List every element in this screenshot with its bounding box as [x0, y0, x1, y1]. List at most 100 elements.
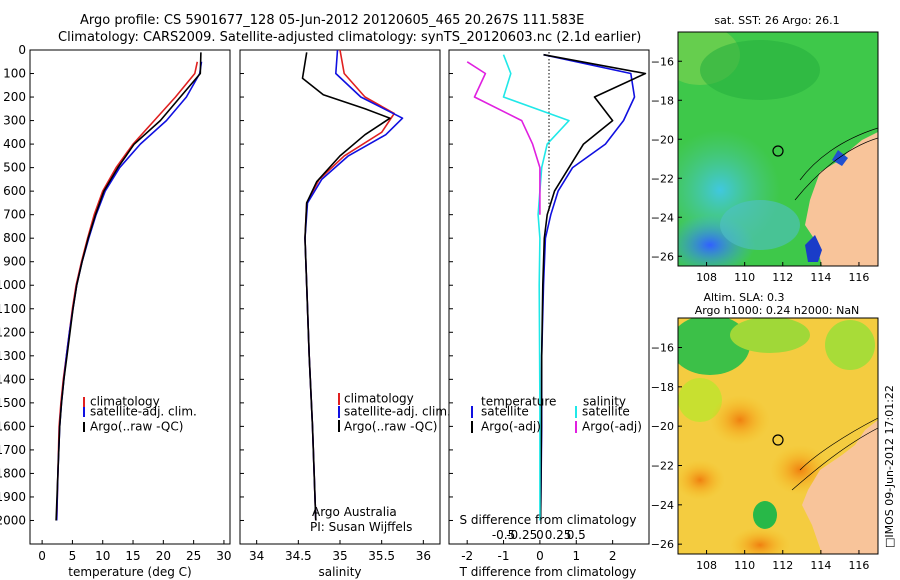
s-tick-label: 0.5: [567, 528, 586, 542]
depth-tick-label: 300: [3, 114, 26, 128]
map-y-tick-label: −24: [651, 211, 674, 224]
depth-tick-label: 200: [3, 90, 26, 104]
x-tick-label: 2: [609, 549, 617, 563]
difference-panel: -2 -1 0 1 2-0.5-0.250 0.250.5 S difference fr…: [448, 49, 650, 579]
salinity-legend-climatology: climatology: [344, 392, 414, 406]
series-satellite-adj-clim-: [304, 49, 404, 521]
depth-tick-label: 400: [3, 137, 26, 151]
legend-temp-satellite: satellite: [481, 405, 529, 419]
depth-tick-label: 900: [3, 255, 26, 269]
x-tick-label: 1: [572, 549, 580, 563]
temperature-legend-argo: Argo(..raw -QC): [90, 420, 183, 434]
sla-map: Altim. SLA: 0.3 Argo h1000: 0.24 h2000: …: [651, 291, 879, 572]
temperature-panel: 0 5 10 15 20 25 30 temperature (deg C) climato…: [29, 49, 232, 579]
s-tick-label: 0: [536, 528, 544, 542]
depth-axis: 0 100 200 300 400 500 600 700 800 900 1000 1100 1200…: [0, 43, 26, 527]
map-x-tick-label: 110: [734, 559, 755, 572]
sst-map-title: sat. SST: 26 Argo: 26.1: [714, 14, 839, 27]
difference-legend: temperature satellite Argo(-adj) salinit…: [471, 395, 642, 434]
x-tick-label: 36: [416, 549, 431, 563]
sla-map-title-1: Altim. SLA: 0.3: [703, 291, 784, 304]
series-climatology: [55, 61, 199, 521]
legend-temp-argo: Argo(-adj): [481, 420, 541, 434]
map-y-tick-label: −18: [651, 381, 674, 394]
s-diff-xlabel: S difference from climatology: [460, 513, 637, 527]
legend-temperature-title: temperature: [481, 395, 556, 409]
x-tick-label: 30: [216, 549, 231, 563]
temperature-legend: climatology satellite-adj. clim. Argo(..…: [83, 395, 197, 434]
map-x-tick-label: 116: [848, 559, 869, 572]
map-y-tick-label: −18: [651, 94, 674, 107]
x-tick-label: 25: [186, 549, 201, 563]
x-tick-label: 35: [332, 549, 347, 563]
s-tick-label: 0.25: [545, 528, 572, 542]
salinity-xlabel: salinity: [318, 565, 361, 579]
map-y-tick-label: −26: [651, 538, 674, 551]
map-x-tick-label: 112: [772, 271, 793, 284]
pi-text: PI: Susan Wijffels: [310, 520, 412, 534]
series-satellite-adj-clim-: [55, 61, 203, 521]
x-tick-label: 15: [125, 549, 140, 563]
depth-tick-label: 600: [3, 184, 26, 198]
title-line-2: Climatology: CARS2009. Satellite-adjuste…: [58, 30, 641, 45]
depth-tick-label: 1200: [0, 325, 26, 339]
series-climatology: [304, 49, 396, 521]
sla-map-title-2: Argo h1000: 0.24 h2000: NaN: [695, 304, 860, 317]
salinity-panel: 34 34.5 35 35.5 36 salinity climatology sate…: [239, 49, 451, 579]
t-diff-xlabel: T difference from climatology: [459, 565, 637, 579]
series-salinity-satellite: [502, 54, 570, 521]
x-tick-label: -1: [498, 549, 510, 563]
map-y-tick-label: −16: [651, 342, 674, 355]
sst-land: [805, 132, 878, 266]
series-salinity-argo-adj-: [466, 61, 541, 215]
depth-tick-label: 1600: [0, 419, 26, 433]
temperature-xlabel: temperature (deg C): [68, 565, 191, 579]
depth-tick-label: 2000: [0, 513, 26, 527]
map-x-tick-label: 114: [810, 271, 831, 284]
depth-tick-label: 1100: [0, 302, 26, 316]
imos-stamp: □IMOS 09-Jun-2012 17:01:22: [883, 385, 896, 548]
map-y-tick-label: −22: [651, 460, 674, 473]
depth-tick-label: 1500: [0, 396, 26, 410]
series-argo-raw-qc-: [55, 52, 202, 521]
x-tick-label: 10: [95, 549, 110, 563]
legend-sal-satellite: satellite: [582, 405, 630, 419]
s-tick-label: -0.5: [492, 528, 515, 542]
depth-tick-label: 100: [3, 67, 26, 81]
map-x-tick-label: 110: [734, 271, 755, 284]
depth-tick-label: 0: [18, 43, 26, 57]
temperature-legend-satellite: satellite-adj. clim.: [90, 405, 197, 419]
series-temperature-satellite: [539, 53, 636, 521]
credit-text: Argo Australia: [312, 505, 397, 519]
depth-tick-label: 1900: [0, 490, 26, 504]
salinity-legend-satellite: satellite-adj. clim.: [344, 405, 451, 419]
map-y-tick-label: −22: [651, 172, 674, 185]
map-y-tick-label: −20: [651, 133, 674, 146]
x-tick-label: 35.5: [368, 549, 395, 563]
depth-tick-label: 700: [3, 208, 26, 222]
x-tick-label: 0: [536, 549, 544, 563]
sst-argo-marker: [772, 145, 784, 157]
depth-tick-label: 500: [3, 161, 26, 175]
map-x-tick-label: 116: [848, 271, 869, 284]
map-y-tick-label: −26: [651, 250, 674, 263]
x-tick-label: 34.5: [285, 549, 312, 563]
x-tick-label: -2: [461, 549, 473, 563]
legend-sal-argo: Argo(-adj): [582, 420, 642, 434]
s-tick-label: -0.25: [506, 528, 537, 542]
depth-tick-label: 1300: [0, 349, 26, 363]
map-x-tick-label: 108: [696, 559, 717, 572]
legend-salinity-title: salinity: [583, 395, 626, 409]
map-y-tick-label: −20: [651, 420, 674, 433]
sla-argo-marker: [772, 434, 784, 446]
sst-map: sat. SST: 26 Argo: 26.1 108 110 112 114 116 −…: [651, 14, 879, 284]
map-x-tick-label: 112: [772, 559, 793, 572]
map-y-tick-label: −24: [651, 499, 674, 512]
x-tick-label: 34: [249, 549, 264, 563]
map-x-tick-label: 108: [696, 271, 717, 284]
depth-tick-label: 1000: [0, 278, 26, 292]
x-tick-label: 20: [156, 549, 171, 563]
x-tick-label: 5: [69, 549, 77, 563]
salinity-legend: climatology satellite-adj. clim. Argo(..…: [338, 392, 451, 434]
